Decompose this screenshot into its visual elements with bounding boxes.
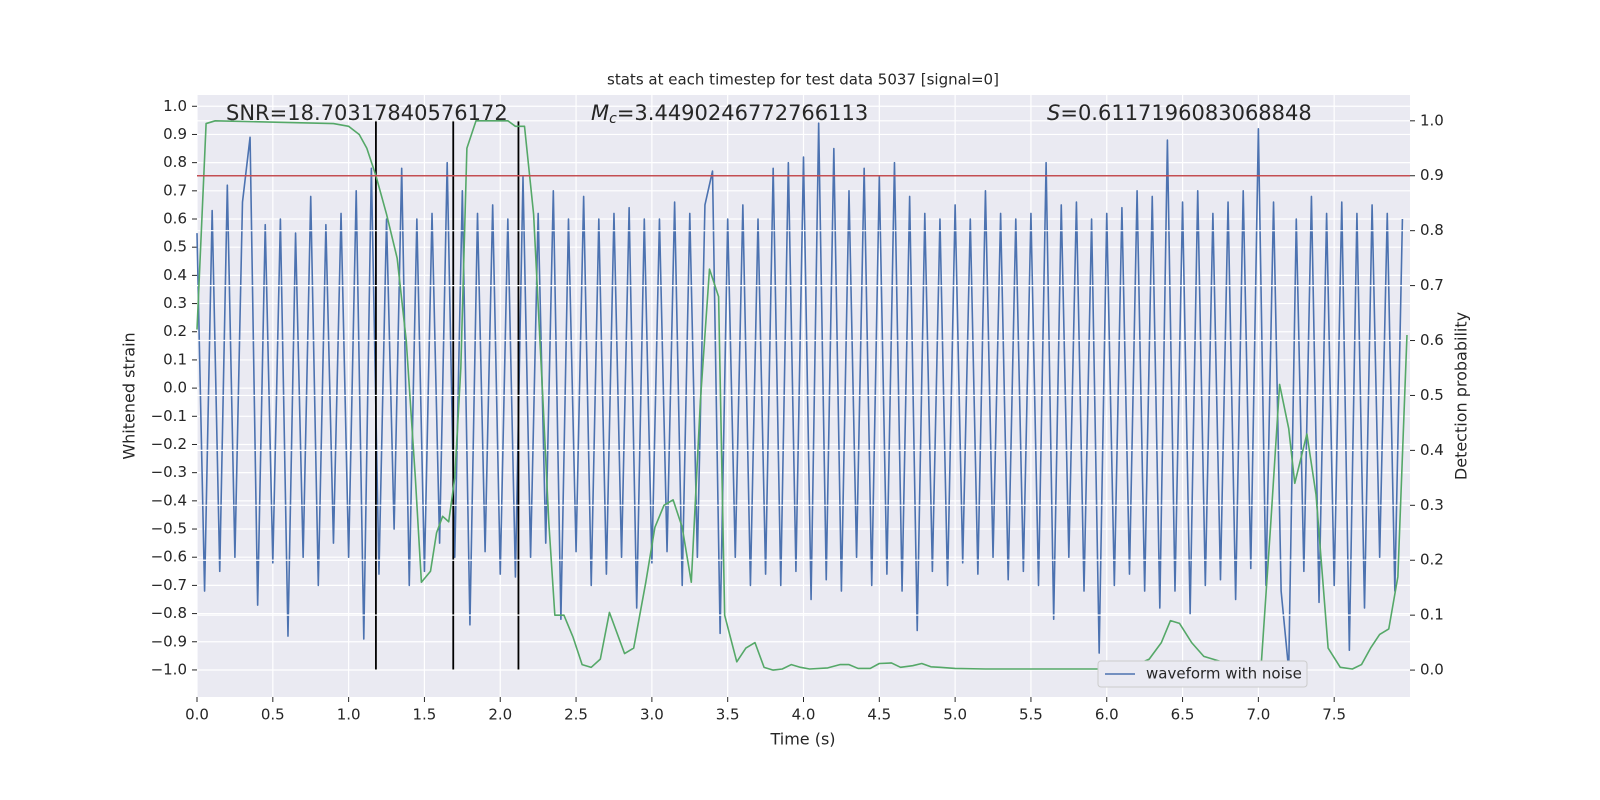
y2-tick-label: 0.2 bbox=[1420, 551, 1444, 569]
y-tick-label: 0.8 bbox=[163, 153, 187, 171]
x-tick-label: 2.0 bbox=[488, 706, 512, 724]
y-tick-label: −1.0 bbox=[151, 660, 187, 678]
y-tick-label: 1.0 bbox=[163, 97, 187, 115]
y2-tick-label: 0.7 bbox=[1420, 276, 1444, 294]
x-tick-label: 5.0 bbox=[943, 706, 967, 724]
annotation-text: =0.6117196083068848 bbox=[1060, 101, 1311, 125]
y2-tick-label: 1.0 bbox=[1420, 111, 1444, 129]
y-tick-label: 0.6 bbox=[163, 210, 187, 228]
chart-title: stats at each timestep for test data 503… bbox=[607, 71, 999, 89]
y-axis-label: Whitened strain bbox=[120, 332, 139, 459]
y2-tick-label: 0.6 bbox=[1420, 331, 1444, 349]
annotation: SNR=18.70317840576172 bbox=[226, 101, 508, 125]
y-tick-label: −0.2 bbox=[151, 435, 187, 453]
x-tick-label: 3.0 bbox=[640, 706, 664, 724]
y2-tick-label: 0.1 bbox=[1420, 606, 1444, 624]
annotation-text: SNR=18.70317840576172 bbox=[226, 101, 508, 125]
y-tick-label: −0.7 bbox=[151, 576, 187, 594]
x-tick-label: 4.5 bbox=[867, 706, 891, 724]
y2-tick-label: 0.9 bbox=[1420, 166, 1444, 184]
annotation-symbol: M bbox=[591, 101, 609, 125]
y-tick-label: −0.9 bbox=[151, 632, 187, 650]
x-tick-label: 4.0 bbox=[792, 706, 816, 724]
y2-tick-label: 0.3 bbox=[1420, 496, 1444, 514]
y-tick-label: −0.5 bbox=[151, 520, 187, 538]
x-tick-label: 7.0 bbox=[1246, 706, 1270, 724]
y-tick-label: 0.5 bbox=[163, 238, 187, 256]
y2-axis-label: Detection probability bbox=[1452, 312, 1471, 480]
annotation: S=0.6117196083068848 bbox=[1047, 101, 1312, 125]
x-tick-label: 3.5 bbox=[716, 706, 740, 724]
y2-tick-label: 0.5 bbox=[1420, 386, 1444, 404]
x-tick-label: 5.5 bbox=[1019, 706, 1043, 724]
y-tick-label: 0.1 bbox=[163, 350, 187, 368]
y-tick-label: −0.1 bbox=[151, 407, 187, 425]
y-tick-label: −0.4 bbox=[151, 491, 187, 509]
annotation: Mc=3.4490246772766113 bbox=[591, 101, 868, 127]
y-tick-label: 0.9 bbox=[163, 125, 187, 143]
series-line bbox=[196, 122, 1404, 671]
y-tick-label: 0.3 bbox=[163, 294, 187, 312]
x-tick-label: 7.5 bbox=[1322, 706, 1346, 724]
y-tick-label: 0.7 bbox=[163, 181, 187, 199]
annotation-symbol: S bbox=[1047, 101, 1060, 125]
y-tick-label: 0.2 bbox=[163, 322, 187, 340]
y-tick-label: −0.3 bbox=[151, 463, 187, 481]
annotation-text: =3.4490246772766113 bbox=[617, 101, 868, 125]
x-axis-label: Time (s) bbox=[769, 730, 835, 749]
legend-label: waveform with noise bbox=[1146, 665, 1302, 683]
legend-box bbox=[1097, 660, 1308, 688]
annotation-subscript: c bbox=[609, 111, 617, 127]
x-tick-label: 1.0 bbox=[337, 706, 361, 724]
y2-tick-label: 0.8 bbox=[1420, 221, 1444, 239]
x-tick-label: 2.5 bbox=[564, 706, 588, 724]
y-tick-label: −0.6 bbox=[151, 548, 187, 566]
x-tick-label: 6.5 bbox=[1171, 706, 1195, 724]
y-tick-label: −0.8 bbox=[151, 604, 187, 622]
x-tick-label: 1.5 bbox=[413, 706, 437, 724]
y2-tick-label: 0.0 bbox=[1420, 661, 1444, 679]
x-tick-label: 0.5 bbox=[261, 706, 285, 724]
x-tick-label: 0.0 bbox=[185, 706, 209, 724]
x-tick-label: 6.0 bbox=[1095, 706, 1119, 724]
y-tick-label: 0.4 bbox=[163, 266, 187, 284]
y-tick-label: 0.0 bbox=[163, 379, 187, 397]
y2-tick-label: 0.4 bbox=[1420, 441, 1444, 459]
